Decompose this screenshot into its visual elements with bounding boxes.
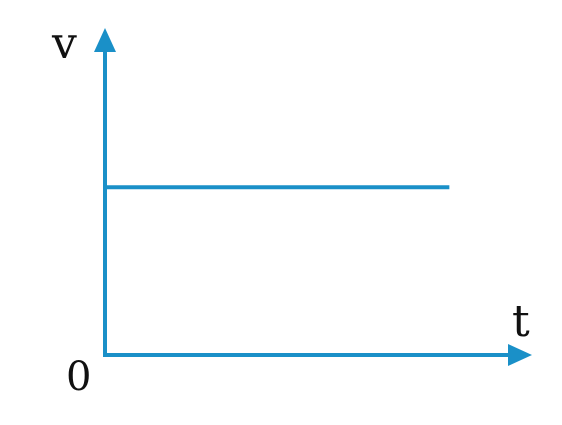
y-axis-arrowhead	[94, 28, 116, 52]
axes	[94, 28, 532, 366]
x-axis-label: t	[512, 296, 530, 347]
x-axis-arrowhead	[508, 344, 532, 366]
origin-label: 0	[66, 354, 91, 400]
y-axis-label: v	[51, 18, 77, 69]
